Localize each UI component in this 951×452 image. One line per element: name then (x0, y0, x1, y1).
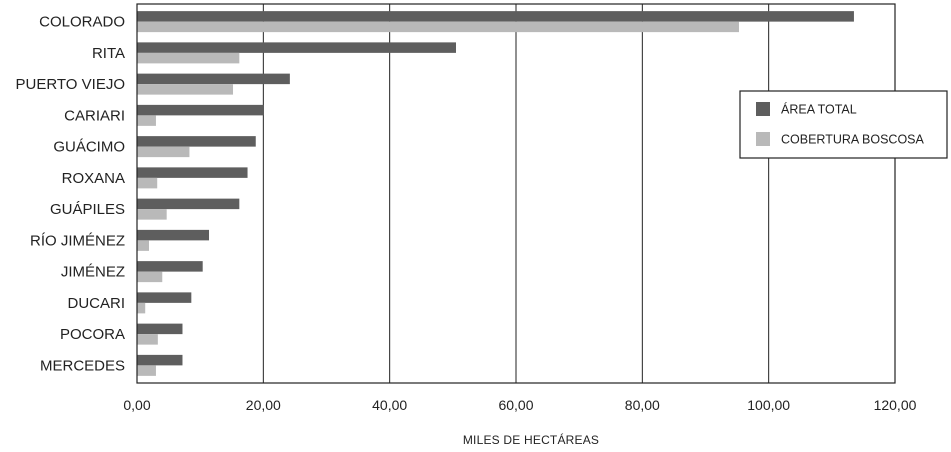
legend: ÁREA TOTAL COBERTURA BOSCOSA (739, 90, 948, 159)
x-tick-labels: 0,00 20,00 40,00 60,00 80,00 100,00 120,00 (123, 397, 916, 413)
bar-cobertura-boscosa-cariari (137, 115, 156, 126)
bar-cobertura-boscosa-guapiles (137, 209, 167, 220)
legend-box (739, 90, 948, 159)
bar-area-total-guapiles (137, 198, 240, 210)
category-label-jimenez: JIMÉNEZ (61, 264, 125, 281)
bar-cobertura-boscosa-guacimo (137, 146, 190, 158)
bar-cobertura-boscosa-puerto-viejo (137, 84, 234, 95)
bar-area-total-jimenez (137, 261, 203, 272)
plot-frame (136, 3, 896, 384)
bars (137, 11, 854, 376)
bar-area-total-pocora (137, 323, 183, 335)
category-label-guacimo: GUÁCIMO (53, 139, 125, 156)
bar-area-total-guacimo (137, 136, 256, 147)
x-tick-label-100: 100,00 (747, 397, 790, 413)
grid-lines (262, 4, 770, 383)
x-tick-label-0: 0,00 (123, 397, 150, 413)
category-label-puerto-viejo: PUERTO VIEJO (16, 76, 125, 93)
bar-cobertura-boscosa-rita (137, 52, 240, 64)
bar-area-total-colorado (137, 11, 854, 22)
category-label-rita: RITA (92, 45, 125, 62)
bar-area-total-rio-jimenez (137, 229, 210, 241)
bar-area-total-mercedes (137, 354, 183, 366)
bar-cobertura-boscosa-mercedes (137, 365, 156, 376)
category-label-cariari: CARIARI (64, 107, 125, 124)
category-label-roxana: ROXANA (62, 170, 125, 187)
bar-area-total-rita (137, 42, 456, 53)
bar-cobertura-boscosa-colorado (137, 21, 739, 33)
bar-area-total-puerto-viejo (137, 73, 290, 85)
legend-label-cobertura-boscosa: COBERTURA BOSCOSA (781, 133, 925, 147)
legend-label-area-total: ÁREA TOTAL (781, 102, 857, 117)
x-tick-label-120: 120,00 (874, 397, 917, 413)
legend-swatch-area-total (756, 102, 770, 116)
category-label-rio-jimenez: RÍO JIMÉNEZ (30, 232, 125, 249)
category-label-colorado: COLORADO (39, 14, 125, 31)
category-labels: COLORADO RITA PUERTO VIEJO CARIARI GUÁCIMO RO… (16, 14, 125, 375)
category-label-guapiles: GUÁPILES (50, 201, 125, 218)
category-label-mercedes: MERCEDES (40, 357, 125, 374)
bar-cobertura-boscosa-roxana (137, 177, 158, 189)
x-tick-label-40: 40,00 (372, 397, 407, 413)
bar-cobertura-boscosa-pocora (137, 334, 158, 345)
bar-cobertura-boscosa-jimenez (137, 271, 163, 283)
x-tick-label-60: 60,00 (498, 397, 533, 413)
bar-area-total-roxana (137, 167, 248, 178)
bar-cobertura-boscosa-ducari (137, 302, 146, 314)
category-label-pocora: POCORA (60, 326, 125, 343)
bar-area-total-cariari (137, 104, 264, 116)
x-axis-label: MILES DE HECTÁREAS (463, 432, 599, 447)
bar-area-total-ducari (137, 292, 192, 303)
legend-swatch-cobertura-boscosa (756, 132, 770, 146)
x-tick-label-80: 80,00 (625, 397, 660, 413)
bar-cobertura-boscosa-rio-jimenez (137, 240, 150, 251)
category-label-ducari: DUCARI (67, 295, 125, 312)
x-tick-label-20: 20,00 (246, 397, 281, 413)
